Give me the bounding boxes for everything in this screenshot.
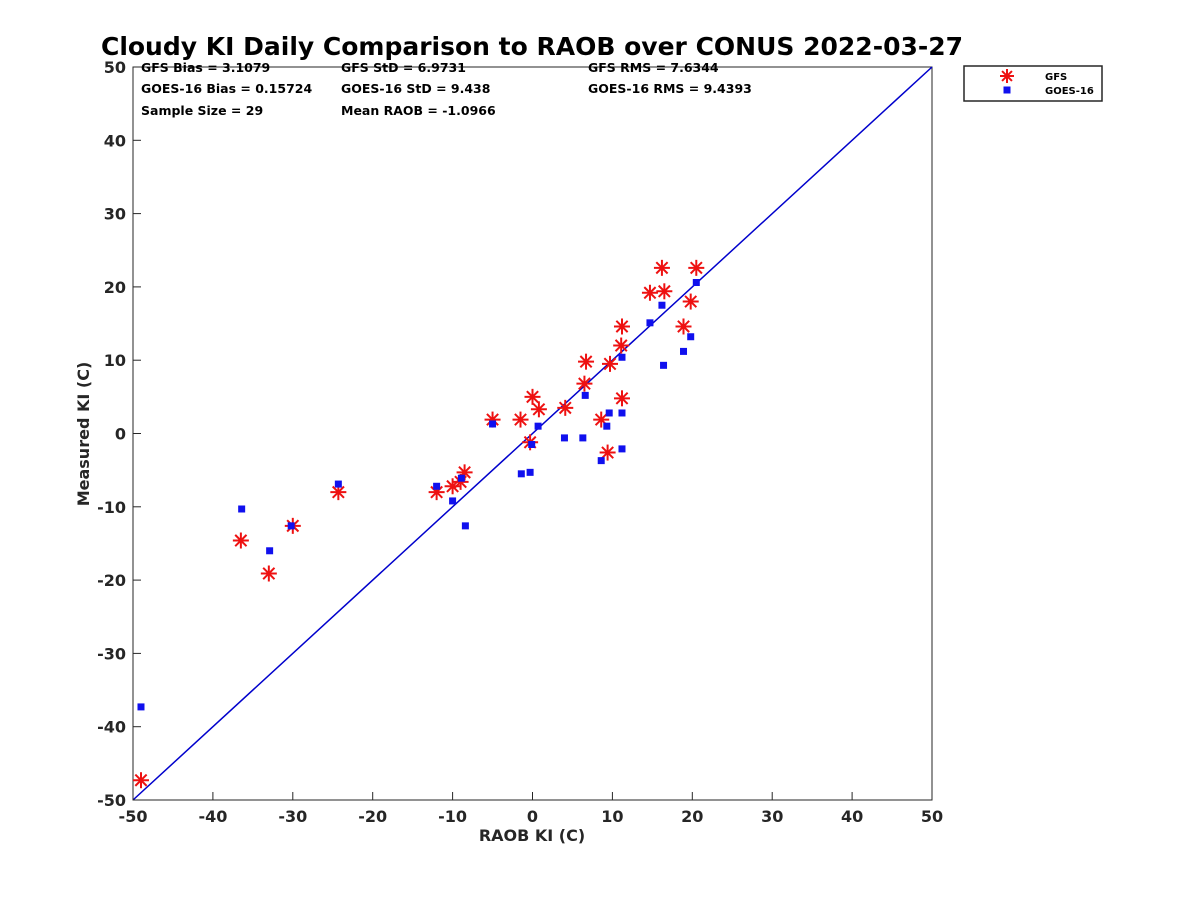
- goes16-point: [560, 434, 568, 442]
- goes16-point: [618, 409, 626, 417]
- y-tick-label: -40: [97, 718, 126, 737]
- x-tick-label: 20: [681, 807, 703, 826]
- goes16-point: [692, 279, 700, 287]
- goes16-point: [461, 522, 469, 530]
- gfs-point: [232, 532, 249, 549]
- one-to-one-line: [132, 66, 933, 801]
- chart-title: Cloudy KI Daily Comparison to RAOB over …: [101, 32, 963, 61]
- x-tick-label: -50: [119, 807, 148, 826]
- goes16-point: [137, 703, 145, 711]
- goes16-point: [605, 409, 613, 417]
- legend-label: GFS: [1045, 72, 1067, 83]
- goes16-point: [433, 482, 441, 490]
- goes16-point: [646, 319, 654, 327]
- stat-text: GFS StD = 6.9731: [341, 60, 466, 75]
- gfs-point: [613, 318, 630, 335]
- goes16-point: [618, 353, 626, 361]
- stats-block: GFS Bias = 3.1079 GFS StD = 6.9731 GFS RMS…: [141, 60, 752, 118]
- goes16-point: [334, 480, 342, 488]
- goes16-point: [528, 440, 536, 448]
- y-tick-label: -50: [97, 791, 126, 810]
- plot-area: -50 -40 -30 -20 -10 0 10 20 30 40 50 -50-40-30-20-…: [97, 58, 943, 826]
- goes16-point: [581, 391, 589, 399]
- legend-box: [963, 65, 1103, 102]
- goes16-point: [680, 347, 688, 355]
- legend-marker-gfs: [1000, 69, 1014, 83]
- goes16-point: [534, 422, 542, 430]
- goes16-point: [266, 547, 274, 555]
- gfs-point: [641, 284, 658, 301]
- goes16-point: [517, 470, 525, 478]
- series-gfs: [132, 259, 705, 789]
- legend-label: GOES-16: [1045, 86, 1094, 97]
- stat-text: GOES-16 Bias = 0.15724: [141, 81, 312, 96]
- goes16-point: [660, 361, 668, 369]
- series-goes-16: [137, 279, 700, 711]
- y-tick-label: 10: [104, 351, 126, 370]
- goes16-point: [597, 457, 605, 465]
- gfs-point: [675, 318, 692, 335]
- y-tick-label: -20: [97, 571, 126, 590]
- gfs-point: [688, 259, 705, 276]
- gfs-point: [613, 337, 630, 354]
- x-tick-label: -40: [198, 807, 227, 826]
- gfs-point: [260, 565, 277, 582]
- gfs-point: [602, 355, 619, 372]
- goes16-point: [687, 333, 695, 341]
- x-tick-label: 0: [527, 807, 538, 826]
- x-tick-label: 10: [601, 807, 623, 826]
- stat-text: GFS Bias = 3.1079: [141, 60, 270, 75]
- goes16-point: [658, 301, 666, 309]
- y-tick-label: 0: [115, 425, 126, 444]
- x-tick-label: -30: [278, 807, 307, 826]
- gfs-point: [613, 390, 630, 407]
- gfs-point: [530, 401, 547, 418]
- gfs-point: [656, 283, 673, 300]
- gfs-point: [578, 353, 595, 370]
- x-tick-label: 50: [921, 807, 943, 826]
- goes16-point: [618, 445, 626, 453]
- x-axis-label: RAOB KI (C): [479, 826, 585, 845]
- gfs-point: [682, 293, 699, 310]
- gfs-point: [599, 444, 616, 461]
- gfs-point: [576, 375, 593, 392]
- goes16-point: [603, 422, 611, 430]
- legend: GFS GOES-16: [963, 65, 1103, 102]
- gfs-point: [524, 388, 541, 405]
- goes16-point: [457, 474, 465, 482]
- gfs-point: [512, 411, 529, 428]
- x-tick-label: 30: [761, 807, 783, 826]
- gfs-point: [557, 399, 574, 416]
- goes16-point: [238, 505, 246, 513]
- legend-marker-goes16: [1003, 86, 1011, 94]
- stat-text: Mean RAOB = -1.0966: [341, 103, 496, 118]
- x-tick-label: -10: [438, 807, 467, 826]
- y-tick-label: -10: [97, 498, 126, 517]
- x-tick-label: 40: [841, 807, 863, 826]
- y-tick-label: 40: [104, 131, 126, 150]
- y-tick-label: 20: [104, 278, 126, 297]
- goes16-point: [526, 468, 534, 476]
- y-axis-label: Measured KI (C): [74, 362, 93, 507]
- y-tick-label: -30: [97, 644, 126, 663]
- goes16-point: [489, 420, 497, 428]
- y-tick-label: 50: [104, 58, 126, 77]
- stat-text: GFS RMS = 7.6344: [588, 60, 719, 75]
- y-tick-label: 30: [104, 205, 126, 224]
- x-axis: -50 -40 -30 -20 -10 0 10 20 30 40 50: [119, 792, 943, 826]
- stat-text: GOES-16 StD = 9.438: [341, 81, 490, 96]
- goes16-point: [287, 522, 295, 530]
- data-points: [132, 259, 705, 789]
- y-axis: -50 -40 -30 -20 -10 0 10 20 30 40 50: [97, 58, 141, 810]
- stat-text: GOES-16 RMS = 9.4393: [588, 81, 752, 96]
- x-tick-label: -20: [358, 807, 387, 826]
- gfs-point: [428, 484, 445, 501]
- gfs-point: [653, 259, 670, 276]
- stat-text: Sample Size = 29: [141, 103, 263, 118]
- gfs-point: [132, 772, 149, 789]
- goes16-point: [579, 434, 587, 442]
- goes16-point: [449, 497, 457, 505]
